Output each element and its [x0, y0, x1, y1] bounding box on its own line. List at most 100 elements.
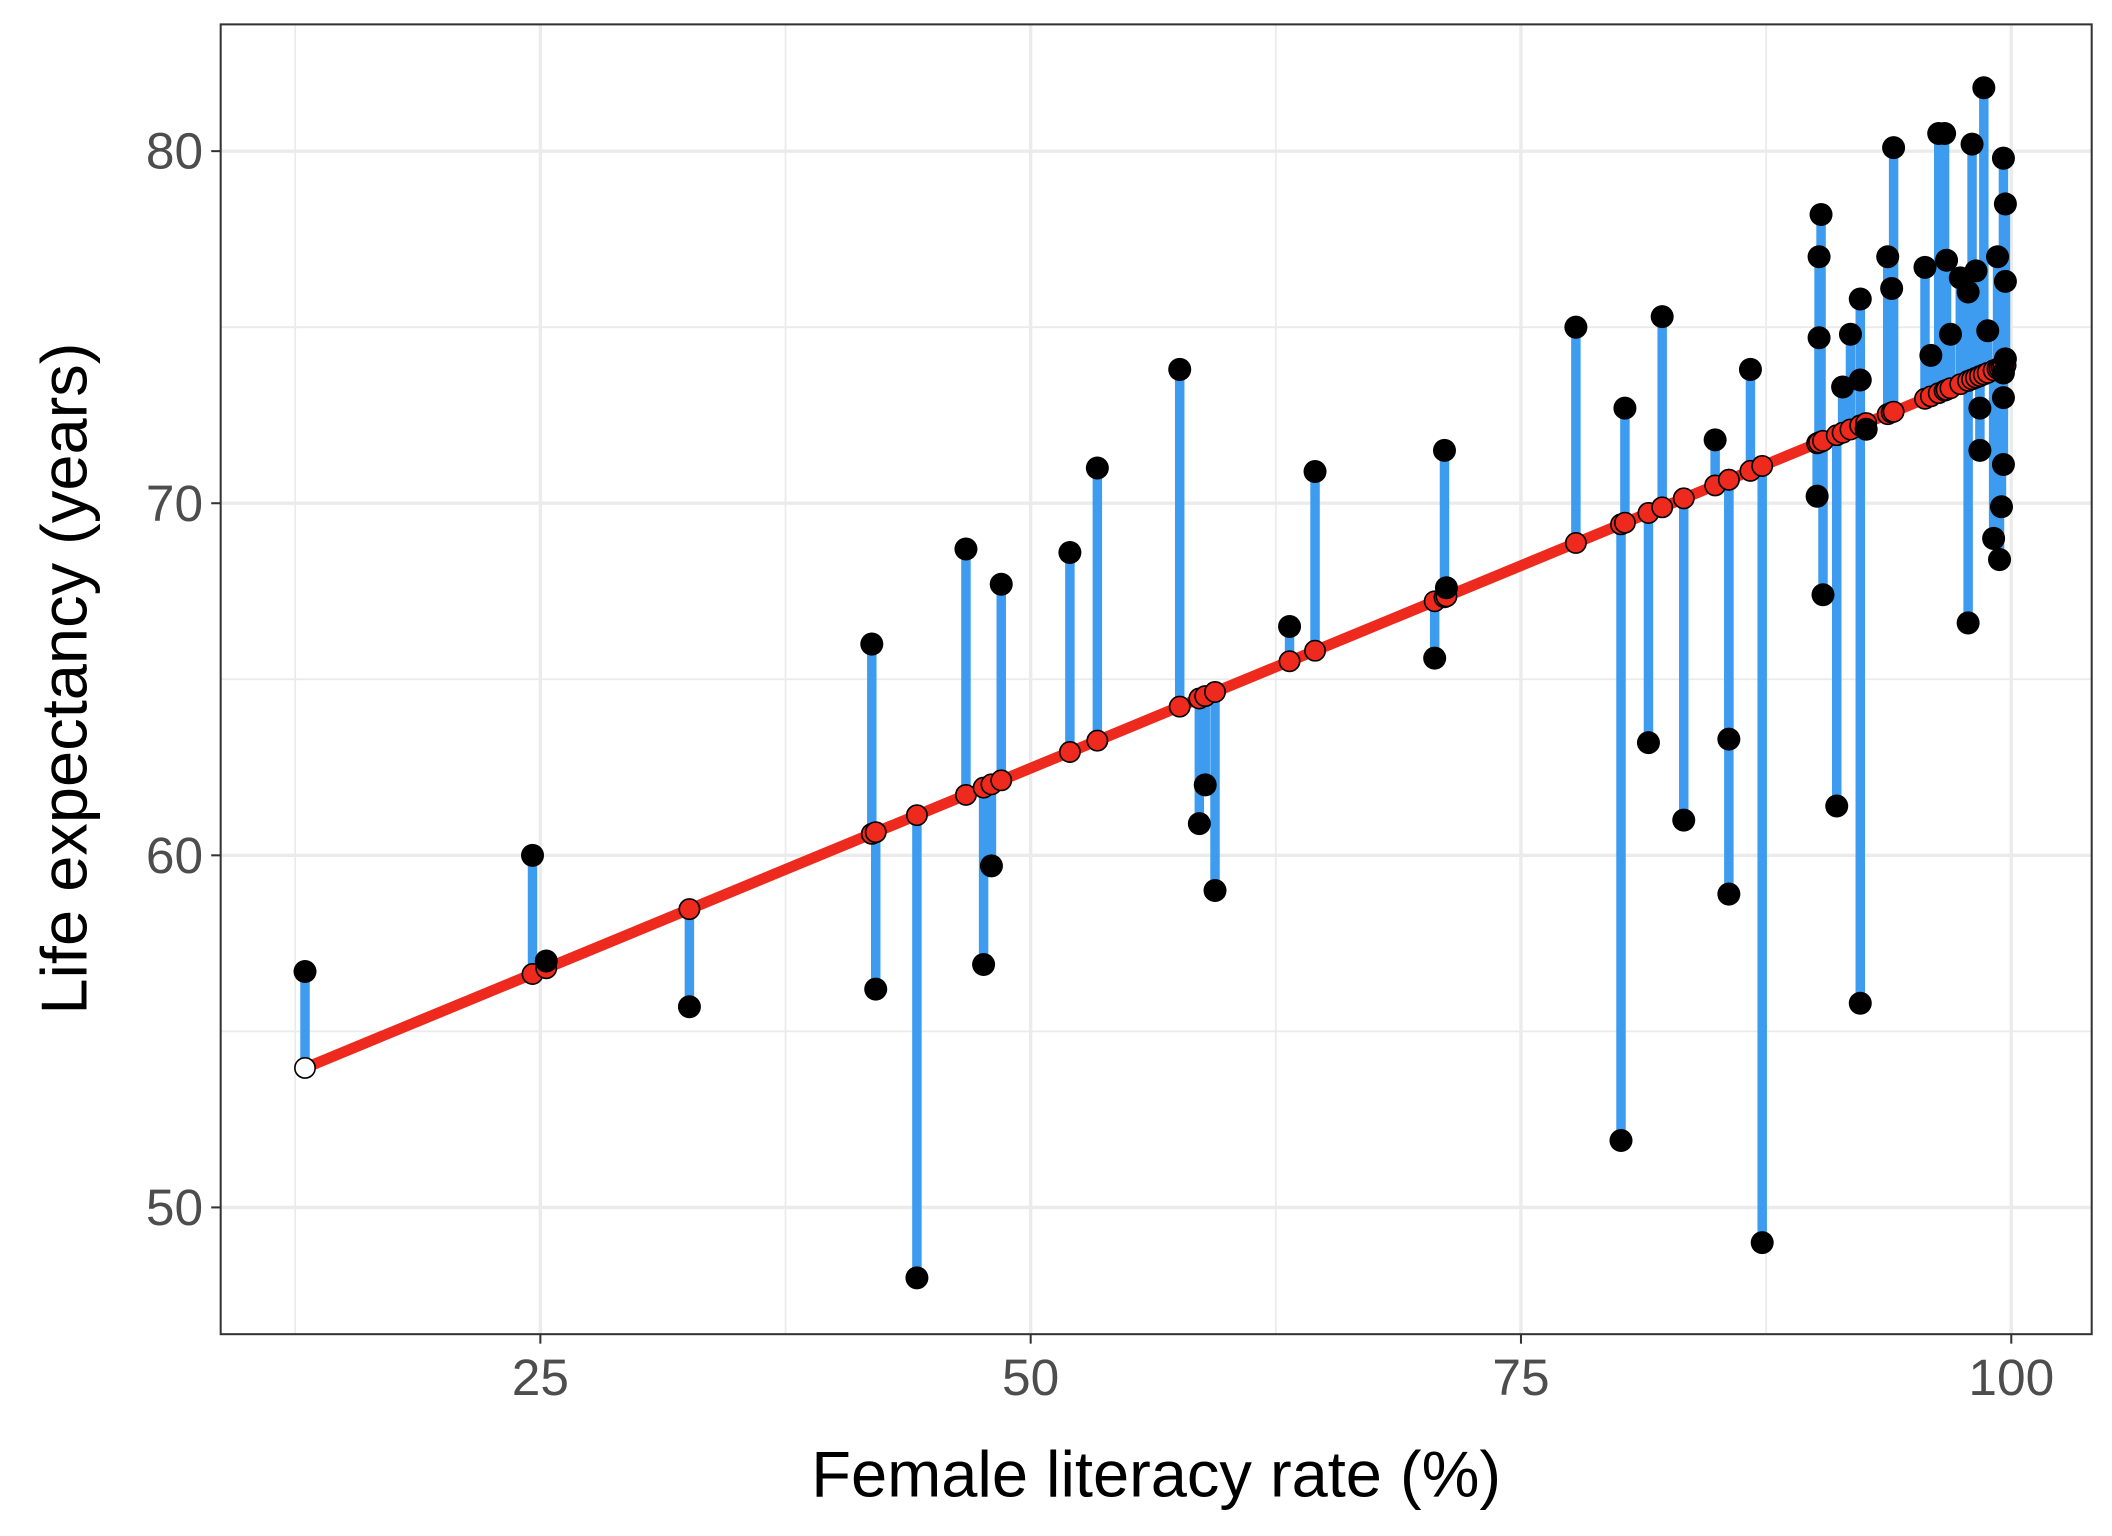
fitted-point: [905, 804, 928, 827]
data-point: [1993, 192, 2017, 216]
data-point: [1880, 276, 1904, 300]
data-point: [1938, 322, 1962, 346]
grid: [220, 24, 2092, 1335]
data-point: [1303, 460, 1327, 484]
data-point: [954, 537, 978, 561]
data-point: [860, 632, 884, 656]
data-point: [1703, 428, 1727, 452]
data-point: [1972, 76, 1996, 100]
data-point: [1956, 280, 1980, 304]
plot-panel-border: [219, 23, 2093, 1336]
data-point: [905, 1266, 929, 1290]
fitted-point: [1613, 511, 1636, 534]
data-point: [1956, 611, 1980, 635]
data-point: [1738, 357, 1762, 381]
fitted-point: [990, 769, 1013, 792]
data-points: [293, 76, 2017, 1290]
data-point: [1838, 322, 1862, 346]
data-point: [293, 960, 317, 984]
data-point: [1882, 136, 1906, 160]
fitted-point: [1304, 639, 1327, 662]
data-point: [1807, 326, 1831, 350]
data-point: [1986, 245, 2010, 269]
data-point: [1807, 245, 1831, 269]
data-point: [1854, 417, 1878, 441]
data-point: [1672, 808, 1696, 832]
y-tick-label: 70: [146, 474, 203, 532]
data-point: [1613, 396, 1637, 420]
data-point: [1968, 438, 1992, 462]
y-tick-label: 50: [146, 1178, 203, 1236]
data-point: [1919, 343, 1943, 367]
x-tick-label: 75: [1492, 1348, 1549, 1406]
residual-lines: [300, 87, 2011, 1278]
y-axis-title: Life expectancy (years): [28, 343, 101, 1015]
data-point: [1825, 794, 1849, 818]
fitted-point: [1204, 681, 1226, 703]
data-point: [1187, 812, 1211, 836]
fitted-point: [1058, 741, 1081, 763]
data-point: [1988, 548, 2012, 572]
x-tick-label: 100: [1968, 1348, 2054, 1406]
fitted-point: [1882, 400, 1905, 423]
data-point: [1168, 357, 1192, 381]
data-point: [1991, 146, 2015, 170]
data-point: [1193, 773, 1217, 797]
fitted-point: [294, 1056, 316, 1079]
data-point: [1831, 375, 1855, 399]
x-axis: 25 50 75 100: [512, 1334, 2054, 1406]
fitted-point: [1168, 695, 1191, 718]
data-point: [1964, 259, 1988, 283]
fitted-point: [1086, 729, 1109, 752]
data-point: [1809, 202, 1833, 227]
y-tick-label: 60: [146, 826, 203, 884]
data-point: [1717, 882, 1741, 906]
data-point: [1848, 287, 1872, 311]
data-point: [1434, 576, 1458, 600]
x-tick-label: 25: [512, 1348, 569, 1406]
data-point: [1805, 484, 1829, 508]
data-point: [1423, 646, 1447, 670]
data-point: [1991, 361, 2015, 385]
data-point: [1991, 386, 2015, 410]
fitted-point: [1564, 531, 1587, 554]
data-point: [521, 843, 545, 867]
y-axis: 50 60 70 80: [146, 122, 221, 1236]
data-point: [1913, 255, 1937, 279]
fitted-point: [1278, 650, 1301, 673]
data-point: [1989, 495, 2013, 519]
data-point: [677, 995, 701, 1019]
fitted-point: [1672, 487, 1695, 510]
fitted-point: [1651, 496, 1674, 519]
data-point: [534, 949, 558, 973]
data-point: [1432, 438, 1456, 462]
fitted-point: [1717, 468, 1740, 491]
data-point: [1976, 319, 2000, 343]
x-axis-title: Female literacy rate (%): [811, 1438, 1501, 1511]
data-point: [1650, 305, 1674, 329]
data-point: [864, 977, 888, 1001]
data-point: [1085, 456, 1109, 480]
data-point: [1750, 1231, 1774, 1255]
data-point: [1203, 879, 1227, 903]
fitted-point: [678, 898, 701, 921]
x-tick-label: 50: [1002, 1348, 1059, 1406]
data-point: [1960, 132, 1984, 156]
fitted-point: [864, 821, 887, 844]
data-point: [1848, 368, 1872, 392]
y-tick-label: 80: [146, 122, 203, 180]
data-point: [1717, 727, 1741, 751]
data-point: [1058, 541, 1082, 565]
data-point: [1933, 122, 1957, 146]
data-point: [1982, 526, 2006, 550]
data-point: [1993, 269, 2017, 293]
data-point: [1811, 583, 1835, 607]
data-point: [1968, 396, 1992, 420]
data-point: [972, 952, 996, 976]
data-point: [1609, 1129, 1633, 1153]
data-point: [1848, 991, 1872, 1015]
fitted-point: [1751, 455, 1774, 477]
data-point: [1564, 315, 1588, 339]
data-point: [1876, 245, 1900, 269]
